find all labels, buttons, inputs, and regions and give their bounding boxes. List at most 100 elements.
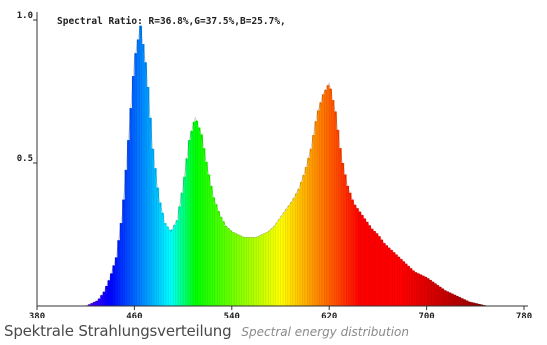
spectrum-bar (307, 157, 311, 306)
spectrum-bar (419, 274, 423, 306)
spectrum-bar (387, 247, 391, 306)
spectrum-bar (93, 301, 96, 306)
spectrum-bar (205, 161, 208, 306)
spectrum-bar (324, 89, 328, 306)
spectrum-bar (166, 226, 169, 306)
spectrum-bar (219, 216, 223, 306)
spectrum-bar (411, 270, 415, 306)
spectrum-bar (187, 140, 191, 306)
spectrum-bar (394, 254, 398, 306)
spectrum-bar (460, 298, 464, 306)
x-tick-label: 620 (321, 312, 337, 318)
spectrum-bar (343, 174, 347, 306)
spectrum-bar (477, 303, 481, 306)
spectrum-bar (375, 233, 379, 306)
x-tick-label: 780 (516, 312, 532, 318)
spectrum-bar (351, 199, 354, 306)
spectrum-bar (450, 293, 454, 306)
spectrum-bar (200, 134, 203, 306)
spectrum-bar (197, 127, 201, 306)
spectrum-bar (312, 134, 315, 306)
spectrum-bar (131, 76, 135, 306)
spectrum-bar (380, 239, 384, 306)
spectrum-bar (163, 223, 167, 306)
spectrum-bar (168, 229, 172, 306)
x-tick-label: 540 (224, 312, 240, 318)
spectrum-bar (373, 231, 376, 306)
spectrum-bar (239, 235, 242, 306)
spectrum-bar (363, 218, 367, 306)
spectrum-bar (127, 140, 130, 306)
spectrum-bar (180, 192, 184, 306)
spectrum-bar (278, 219, 281, 306)
spectrum-bar (161, 212, 164, 306)
spectrum-bar (124, 169, 128, 306)
spectrum-bar (146, 86, 150, 306)
spectrum-bar (397, 256, 401, 306)
spectrum-bar (407, 265, 410, 306)
x-ticks: 380 460 540 620 700 780 (29, 306, 532, 318)
spectrum-bar (144, 62, 147, 306)
spectrum-bar (285, 208, 289, 306)
spectrum-bar (192, 121, 196, 306)
spectrum-bar (236, 234, 240, 306)
spectrum-bar (136, 39, 140, 307)
spectrum-bar (326, 85, 330, 306)
spectrum-bar (90, 303, 94, 306)
spectrum-bar (134, 53, 138, 307)
spectrum-bar (149, 117, 152, 306)
spectrum-bar (436, 285, 440, 306)
spectrum-bar (297, 188, 301, 306)
spectrum-bar (338, 148, 342, 306)
spectrum-bar (253, 237, 257, 306)
spectrum-bar (261, 234, 264, 306)
spectrum-bar (183, 176, 186, 306)
spectrum-bar (234, 233, 238, 306)
spectrum-bar (275, 222, 279, 306)
spectrum-bar (329, 88, 332, 306)
spectrum-bar (448, 292, 452, 306)
spectrum-bar (156, 187, 160, 306)
spectrum-bar (382, 243, 386, 306)
spectrum-bar (100, 295, 104, 306)
spectral-ratio-annotation: Spectral Ratio: R=36.8%,G=37.5%,B=25.7%, (57, 16, 286, 27)
spectrum-bar (480, 304, 483, 306)
spectrum-bar (429, 279, 432, 306)
spectrum-bar (190, 130, 194, 306)
spectrum-bar (453, 294, 457, 306)
spectrum-bar (256, 236, 259, 306)
spectrum-bar (368, 225, 371, 306)
spectrum-bar (360, 215, 364, 306)
spectrum-bar (348, 192, 352, 306)
y-tick-label: 0.5 (17, 154, 33, 164)
spectrum-bar (107, 280, 111, 306)
spectrum-bar (341, 163, 345, 306)
spectrum-bar (433, 283, 437, 306)
spectral-chart: 0.5 1.0 380 460 540 620 700 780 Spectral Ratio… (17, 11, 532, 318)
spectrum-bar (467, 301, 471, 306)
spectrum-bar (292, 197, 296, 306)
spectrum-bar (390, 249, 393, 306)
spectrum-bar (195, 120, 199, 306)
spectrum-bar (446, 291, 449, 306)
spectrum-bar (224, 225, 228, 306)
spectrum-bar (402, 261, 406, 306)
spectrum-bar (273, 225, 276, 306)
spectrum-bar (265, 232, 269, 306)
spectrum-bar (355, 208, 359, 306)
spectrum-bar (151, 148, 155, 306)
spectrum-bar (353, 204, 357, 306)
spectrum-bar (314, 121, 318, 306)
spectrum-bar (334, 111, 337, 307)
spectrum-bar (178, 206, 182, 306)
spectrum-bar (112, 265, 116, 306)
spectrum-bar (226, 228, 230, 306)
spectrum-bar (458, 297, 462, 306)
spectrum-bar (416, 273, 420, 306)
spectrum-bar (229, 230, 233, 306)
spectrum-bar (431, 281, 435, 306)
spectrum-bar (370, 228, 374, 306)
spectrum-bar (268, 230, 272, 306)
spectrum-bar (122, 199, 126, 306)
spectrum-bar (243, 237, 247, 306)
